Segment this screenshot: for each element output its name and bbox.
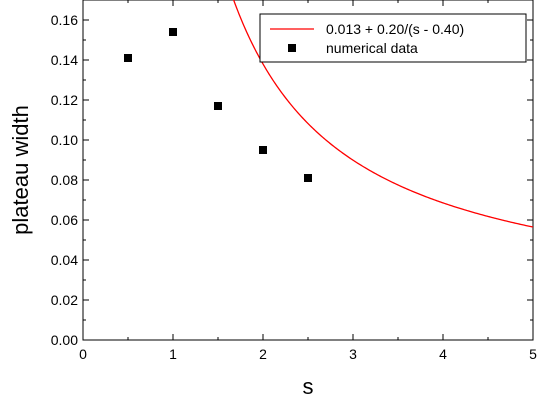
legend-box (259, 13, 527, 63)
data-markers (124, 28, 312, 182)
y-axis-title: plateau width (8, 105, 33, 235)
y-tick-label: 0.00 (51, 332, 78, 348)
y-tick-label: 0.08 (51, 172, 78, 188)
x-tick-label: 0 (79, 346, 87, 362)
data-point (214, 102, 222, 110)
x-tick-label: 1 (169, 346, 177, 362)
data-point (304, 174, 312, 182)
y-tick-label: 0.06 (51, 212, 78, 228)
fit-curve (232, 0, 533, 228)
y-tick-label: 0.04 (51, 252, 78, 268)
axis-ticks (82, 0, 534, 341)
x-tick-label: 2 (259, 346, 267, 362)
x-tick-label: 5 (529, 346, 537, 362)
legend: 0.013 + 0.20/(s - 0.40) numerical data (259, 13, 527, 63)
y-tick-label: 0.16 (51, 12, 78, 28)
y-tick-label: 0.12 (51, 92, 78, 108)
legend-label-data: numerical data (326, 40, 418, 56)
x-axis-title: s (303, 374, 314, 399)
plot-area (124, 0, 533, 228)
data-point (259, 146, 267, 154)
y-tick-label: 0.10 (51, 132, 78, 148)
data-point (169, 28, 177, 36)
legend-marker-swatch (288, 44, 296, 52)
x-tick-label: 3 (349, 346, 357, 362)
data-point (124, 54, 132, 62)
y-tick-label: 0.02 (51, 292, 78, 308)
axis-tick-labels: 0 1 2 3 4 5 0.00 0.02 0.04 0.06 0.08 0.10 0.12 0.14 0.… (51, 12, 537, 362)
x-tick-label: 4 (439, 346, 447, 362)
legend-label-fit: 0.013 + 0.20/(s - 0.40) (326, 21, 464, 37)
y-tick-label: 0.14 (51, 52, 78, 68)
